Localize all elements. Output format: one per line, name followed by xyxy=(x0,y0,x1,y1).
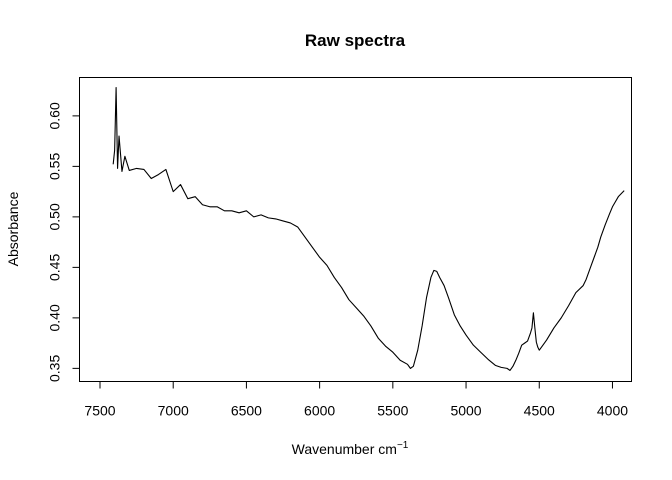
x-axis-label-superscript: −1 xyxy=(397,440,409,451)
x-tick-label: 7500 xyxy=(84,403,115,419)
y-tick-label: 0.45 xyxy=(47,254,63,281)
y-tick-label: 0.35 xyxy=(47,355,63,382)
x-tick-label: 5500 xyxy=(377,403,408,419)
x-axis: 7500 7000 6500 6000 5500 5000 4500 4000 xyxy=(84,381,628,419)
y-tick-label: 0.50 xyxy=(47,203,63,230)
x-tick-label: 5000 xyxy=(450,403,481,419)
x-axis-label: Wavenumber cm−1 xyxy=(292,440,409,457)
spectrum-line xyxy=(112,87,625,371)
x-tick-label: 4000 xyxy=(597,403,628,419)
y-tick-label: 0.40 xyxy=(47,304,63,331)
y-tick-label: 0.55 xyxy=(47,153,63,180)
x-tick-label: 6500 xyxy=(231,403,262,419)
y-axis-label: Absorbance xyxy=(5,191,21,266)
y-tick-label: 0.60 xyxy=(47,102,63,129)
chart-title: Raw spectra xyxy=(305,31,406,50)
y-axis: 0.35 0.40 0.45 0.50 0.55 0.60 xyxy=(47,102,80,382)
x-tick-label: 7000 xyxy=(158,403,189,419)
x-tick-label: 4500 xyxy=(524,403,555,419)
x-tick-label: 6000 xyxy=(304,403,335,419)
x-axis-label-text: Wavenumber cm xyxy=(292,441,397,457)
